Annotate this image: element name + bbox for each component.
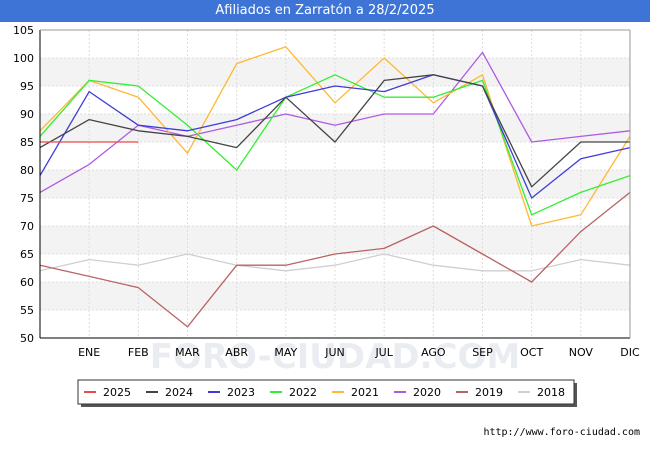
y-tick-label: 100 bbox=[13, 52, 34, 65]
y-tick-label: 55 bbox=[20, 304, 34, 317]
legend-label-2019: 2019 bbox=[475, 386, 503, 399]
y-tick-label: 85 bbox=[20, 136, 34, 149]
legend-label-2020: 2020 bbox=[413, 386, 441, 399]
y-tick-label: 80 bbox=[20, 164, 34, 177]
y-tick-label: 50 bbox=[20, 332, 34, 345]
watermark-layer: FORO-CIUDAD.COM bbox=[150, 337, 521, 377]
y-tick-label: 105 bbox=[13, 24, 34, 37]
x-tick-label: DIC bbox=[620, 346, 640, 359]
y-tick-label: 70 bbox=[20, 220, 34, 233]
legend-label-2023: 2023 bbox=[227, 386, 255, 399]
watermark-text: FORO-CIUDAD.COM bbox=[150, 337, 521, 377]
series-layer bbox=[39, 46, 631, 328]
chart-title: Afiliados en Zarratón a 28/2/2025 bbox=[0, 0, 650, 22]
x-tick-label: NOV bbox=[569, 346, 594, 359]
x-tick-label: AGO bbox=[421, 346, 446, 359]
x-tick-label: MAY bbox=[274, 346, 297, 359]
x-tick-label: FEB bbox=[128, 346, 149, 359]
legend-label-2025: 2025 bbox=[103, 386, 131, 399]
y-tick-label: 95 bbox=[20, 80, 34, 93]
x-tick-label: SEP bbox=[472, 346, 493, 359]
legend-label-2021: 2021 bbox=[351, 386, 379, 399]
legend-label-2018: 2018 bbox=[537, 386, 565, 399]
series-line-2018 bbox=[39, 253, 631, 272]
y-tick-label: 60 bbox=[20, 276, 34, 289]
x-tick-label: JUN bbox=[324, 346, 345, 359]
x-tick-label: JUL bbox=[374, 346, 393, 359]
x-tick-label: ENE bbox=[78, 346, 100, 359]
x-tick-label: ABR bbox=[225, 346, 248, 359]
series-line-2022 bbox=[39, 74, 631, 216]
y-tick-label: 75 bbox=[20, 192, 34, 205]
source-url[interactable]: http://www.foro-ciudad.com bbox=[483, 427, 640, 438]
legend-label-2022: 2022 bbox=[289, 386, 317, 399]
x-tick-label: MAR bbox=[175, 346, 200, 359]
series-line-2023 bbox=[39, 74, 631, 199]
y-tick-label: 65 bbox=[20, 248, 34, 261]
y-tick-label: 90 bbox=[20, 108, 34, 121]
axis-layer: 50 55 60 65 70 75 80 85 90 95 100 105 ENE FEB MAR ABR MA… bbox=[13, 24, 640, 359]
x-tick-label: OCT bbox=[520, 346, 543, 359]
legend-box bbox=[77, 379, 575, 405]
legend: 2025 2024 2023 2022 2021 2020 2019 2018 bbox=[77, 379, 577, 407]
series-line-2024 bbox=[39, 74, 630, 188]
series-line-2021 bbox=[39, 46, 631, 227]
series-line-2019 bbox=[39, 191, 631, 328]
legend-label-2024: 2024 bbox=[165, 386, 193, 399]
